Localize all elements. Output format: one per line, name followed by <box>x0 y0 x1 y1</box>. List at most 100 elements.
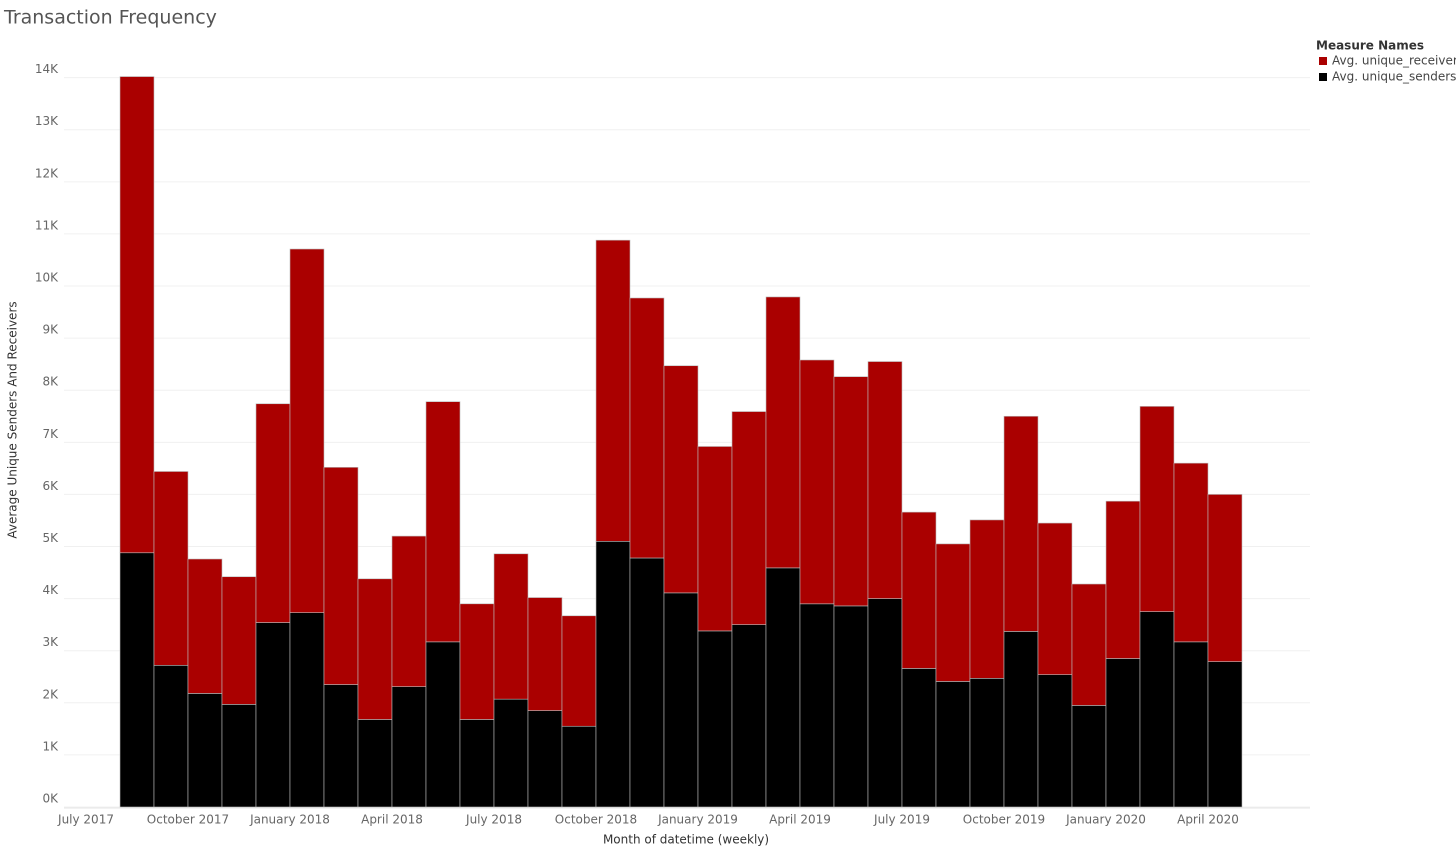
bar-segment <box>1037 674 1073 808</box>
bar-segment <box>595 239 631 542</box>
bar-segment <box>1207 494 1243 662</box>
bar-segment <box>561 725 597 808</box>
bar-segment <box>357 719 393 808</box>
bar-segment <box>935 681 971 808</box>
bar-segment <box>459 603 495 720</box>
x-tick-label: January 2019 <box>657 813 738 827</box>
bar-segment <box>289 612 325 808</box>
bar-segment <box>425 401 461 643</box>
bar-segment <box>833 605 869 808</box>
bar-segment <box>731 411 767 625</box>
y-tick-label: 8K <box>42 375 59 389</box>
bar-segment <box>1003 415 1039 632</box>
bar-segment <box>663 592 699 808</box>
x-axis-title: Month of datetime (weekly) <box>603 833 769 847</box>
chart-title: Transaction Frequency <box>3 7 217 29</box>
bar-segment <box>799 603 835 808</box>
bar-segment <box>255 622 291 808</box>
x-tick-label: October 2017 <box>147 813 229 827</box>
y-tick-label: 9K <box>42 323 59 337</box>
bar-segment <box>221 576 257 705</box>
bar-segment <box>459 719 495 808</box>
bar-segment <box>493 698 529 808</box>
bar-segment <box>901 511 937 669</box>
y-tick-label: 1K <box>42 739 59 753</box>
bar-segment <box>1071 705 1107 808</box>
bar-segment <box>595 541 631 808</box>
y-tick-label: 13K <box>35 114 59 128</box>
bar-segment <box>221 704 257 808</box>
bar-segment <box>561 615 597 727</box>
bar-segment <box>323 684 359 808</box>
y-tick-label: 5K <box>42 531 59 545</box>
bar-segment <box>391 686 427 808</box>
bar-segment <box>391 535 427 687</box>
bar-segment <box>425 641 461 808</box>
x-tick-label: January 2020 <box>1065 813 1146 827</box>
x-tick-label: October 2019 <box>963 813 1045 827</box>
bar-segment <box>255 403 291 623</box>
bar-segment <box>527 597 563 711</box>
bar-segment <box>697 446 733 632</box>
y-tick-label: 10K <box>35 271 59 285</box>
bar-segment <box>119 76 155 554</box>
bar-segment <box>867 361 903 599</box>
bar-segment <box>765 296 801 569</box>
bar-segment <box>187 693 223 808</box>
bar-segment <box>323 467 359 685</box>
y-tick-label: 11K <box>35 218 59 232</box>
bar-segment <box>1105 658 1141 808</box>
x-tick-label: July 2018 <box>465 813 522 827</box>
x-tick-label: April 2018 <box>361 813 423 827</box>
x-tick-label: April 2019 <box>769 813 831 827</box>
bar-segment <box>1173 641 1209 808</box>
legend-swatch <box>1319 73 1327 81</box>
legend-swatch <box>1319 57 1327 65</box>
legend-label: Avg. unique_receivers <box>1332 54 1456 68</box>
y-tick-label: 3K <box>42 635 59 649</box>
y-axis-title: Average Unique Senders And Receivers <box>6 301 20 538</box>
bar-segment <box>833 376 869 607</box>
y-tick-label: 14K <box>35 62 59 76</box>
y-tick-label: 6K <box>42 479 59 493</box>
bar-segment <box>901 668 937 808</box>
y-tick-label: 2K <box>42 687 59 701</box>
bar-segment <box>1105 500 1141 659</box>
bar-segment <box>935 543 971 682</box>
bar-segment <box>357 578 393 720</box>
x-tick-label: October 2018 <box>555 813 637 827</box>
bar-segment <box>1139 611 1175 808</box>
x-tick-label: January 2018 <box>249 813 330 827</box>
bar-segment <box>153 471 189 666</box>
legend-title: Measure Names <box>1316 39 1424 53</box>
bar-segment <box>289 248 325 613</box>
legend-label: Avg. unique_senders <box>1332 70 1456 84</box>
bar-segment <box>629 297 665 559</box>
bar-segment <box>493 553 529 700</box>
bar-segment <box>1207 661 1243 808</box>
bar-segment <box>187 558 223 694</box>
bar-segment <box>663 365 699 594</box>
bar-segment <box>697 630 733 808</box>
x-tick-label: April 2020 <box>1177 813 1239 827</box>
y-tick-label: 12K <box>35 166 59 180</box>
bar-segment <box>969 678 1005 808</box>
x-tick-label: July 2017 <box>57 813 114 827</box>
bar-segment <box>119 552 155 808</box>
bar-segment <box>1071 583 1107 706</box>
bar-segment <box>1003 631 1039 808</box>
bar-segment <box>1173 462 1209 643</box>
bar-segment <box>527 710 563 808</box>
bar-segment <box>1037 522 1073 675</box>
bar-segment <box>799 359 835 605</box>
bar-segment <box>1139 406 1175 612</box>
y-tick-label: 0K <box>42 792 59 806</box>
bar-segment <box>153 664 189 808</box>
y-tick-label: 4K <box>42 583 59 597</box>
bar-segment <box>765 567 801 808</box>
x-tick-label: July 2019 <box>873 813 930 827</box>
y-tick-label: 7K <box>42 427 59 441</box>
bar-segment <box>867 598 903 808</box>
